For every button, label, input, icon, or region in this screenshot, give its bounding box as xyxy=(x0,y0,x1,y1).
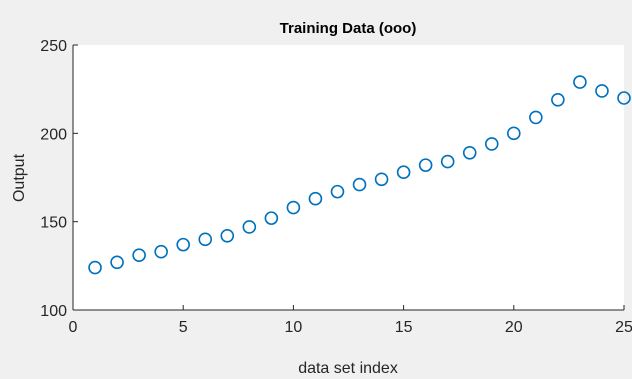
data-point xyxy=(617,91,631,105)
data-point xyxy=(132,248,146,263)
data-point xyxy=(506,126,521,141)
x-tick-label: 10 xyxy=(285,319,303,336)
data-point xyxy=(110,255,124,270)
y-axis: 100 150 200 250 xyxy=(40,38,78,320)
data-point xyxy=(573,75,587,89)
y-tick-label: 100 xyxy=(40,303,67,320)
data-point xyxy=(374,172,389,187)
data-point xyxy=(88,260,102,275)
data-point xyxy=(484,137,499,151)
data-point xyxy=(595,84,609,98)
data-point xyxy=(286,200,301,215)
x-tick-label: 15 xyxy=(395,319,413,336)
data-point xyxy=(418,158,433,172)
y-tick-label: 250 xyxy=(40,38,67,55)
data-point xyxy=(440,154,455,169)
data-point xyxy=(462,145,477,160)
data-point xyxy=(264,211,279,225)
data-point xyxy=(198,232,213,247)
chart-title: Training Data (ooo) xyxy=(280,20,417,37)
data-point xyxy=(396,165,411,179)
y-tick-label: 150 xyxy=(40,215,67,232)
data-point xyxy=(308,191,323,206)
data-point xyxy=(176,237,190,252)
data-point xyxy=(352,177,367,192)
y-axis-label: Output xyxy=(11,153,28,202)
data-point xyxy=(529,110,543,125)
x-axis: 0 5 10 15 20 25 xyxy=(69,305,632,336)
data-point xyxy=(551,92,565,107)
plot-area xyxy=(73,45,624,310)
data-point xyxy=(242,220,257,234)
x-tick-label: 20 xyxy=(505,319,523,336)
x-axis-label: data set index xyxy=(298,360,398,377)
data-points xyxy=(88,75,631,275)
data-point xyxy=(154,244,168,259)
x-tick-label: 25 xyxy=(615,319,632,336)
x-tick-label: 5 xyxy=(179,319,188,336)
data-point xyxy=(330,184,345,199)
x-tick-label: 0 xyxy=(69,319,78,336)
y-tick-label: 200 xyxy=(40,126,67,143)
data-point xyxy=(220,229,235,243)
